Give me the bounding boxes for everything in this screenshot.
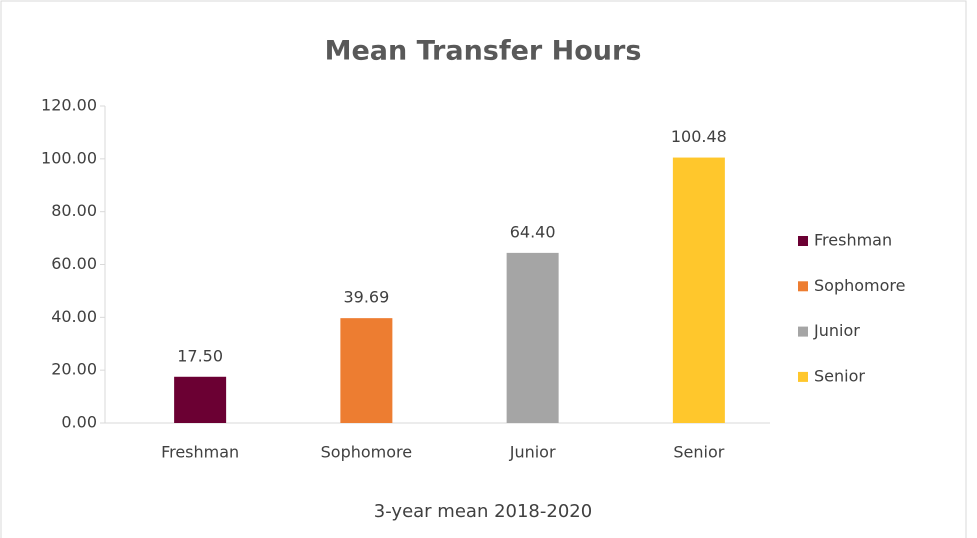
y-tick-label: 100.00 — [41, 148, 97, 167]
x-tick-label: Senior — [673, 443, 724, 462]
data-label: 39.69 — [343, 288, 389, 307]
legend-label: Senior — [814, 366, 865, 385]
data-label: 100.48 — [671, 127, 727, 146]
chart-title: Mean Transfer Hours — [325, 36, 642, 67]
x-tick-label: Freshman — [161, 443, 239, 462]
y-tick-label: 40.00 — [51, 307, 97, 326]
bar — [506, 252, 559, 423]
y-tick-label: 0.00 — [61, 413, 97, 432]
y-tick-label: 120.00 — [41, 96, 97, 115]
data-label: 64.40 — [510, 222, 556, 241]
x-axis-label: 3-year mean 2018-2020 — [374, 501, 592, 522]
y-tick-label: 20.00 — [51, 360, 97, 379]
y-tick-label: 60.00 — [51, 254, 97, 273]
legend-swatch — [798, 326, 808, 337]
y-tick-label: 80.00 — [51, 201, 97, 220]
legend-label: Junior — [813, 321, 860, 340]
legend-swatch — [798, 281, 808, 292]
legend-swatch — [798, 236, 808, 246]
legend-label: Sophomore — [814, 276, 905, 295]
bar — [174, 376, 227, 423]
legend-label: Freshman — [814, 231, 892, 250]
legend-swatch — [798, 371, 808, 382]
bar — [340, 318, 393, 423]
x-tick-label: Sophomore — [321, 443, 412, 462]
bar — [672, 157, 725, 423]
x-tick-label: Junior — [509, 443, 556, 462]
data-label: 17.50 — [177, 346, 223, 365]
